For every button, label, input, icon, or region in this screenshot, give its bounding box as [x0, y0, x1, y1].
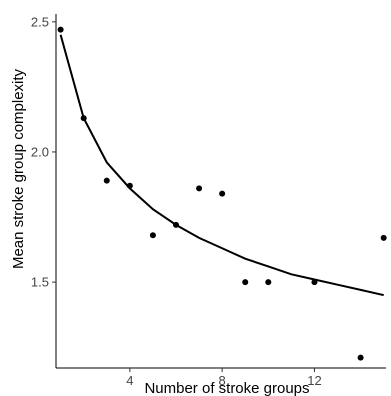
data-point — [173, 221, 179, 228]
data-point — [103, 177, 110, 184]
x-axis-title: Number of stroke groups — [144, 380, 309, 396]
x-tick-label: 4 — [126, 373, 133, 388]
y-tick-label: 2.0 — [31, 144, 49, 159]
y-tick-label: 2.5 — [31, 14, 49, 29]
data-point — [265, 279, 272, 286]
y-axis-ticks: 1.5 2.0 2.5 — [31, 14, 56, 290]
x-axis-ticks: 4 8 12 — [126, 368, 322, 388]
data-point — [57, 26, 64, 33]
data-point — [80, 115, 87, 122]
data-point — [311, 279, 318, 286]
data-point — [219, 190, 226, 197]
data-point — [149, 232, 156, 239]
data-point — [242, 279, 249, 286]
data-points — [57, 26, 387, 361]
data-point — [357, 354, 364, 361]
x-tick-label: 12 — [307, 373, 321, 388]
data-point — [126, 182, 133, 189]
fit-curve-line — [59, 34, 384, 297]
y-axis-title: Mean stroke group complexity — [10, 68, 27, 269]
data-point — [380, 234, 387, 241]
y-tick-label: 1.5 — [31, 275, 49, 290]
x-tick-label: 8 — [219, 373, 226, 388]
data-point — [196, 185, 203, 192]
